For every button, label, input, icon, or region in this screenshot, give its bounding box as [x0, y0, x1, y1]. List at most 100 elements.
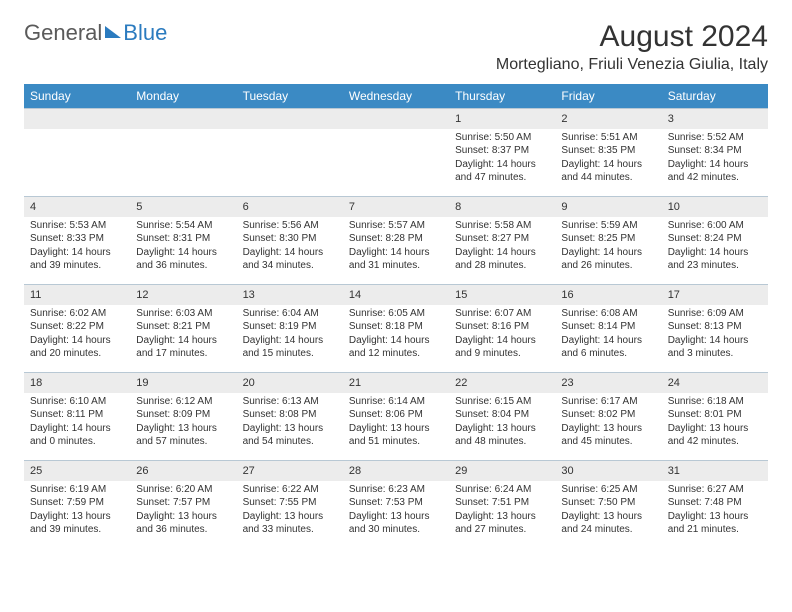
day-body: Sunrise: 6:23 AMSunset: 7:53 PMDaylight:…: [343, 481, 449, 541]
calendar-cell: 28Sunrise: 6:23 AMSunset: 7:53 PMDayligh…: [343, 460, 449, 548]
calendar-cell: 14Sunrise: 6:05 AMSunset: 8:18 PMDayligh…: [343, 284, 449, 372]
day-body: Sunrise: 6:13 AMSunset: 8:08 PMDaylight:…: [237, 393, 343, 453]
day-body: Sunrise: 6:15 AMSunset: 8:04 PMDaylight:…: [449, 393, 555, 453]
day-number-empty: [237, 108, 343, 129]
sunrise-line: Sunrise: 6:15 AM: [455, 395, 549, 409]
calendar-cell: 30Sunrise: 6:25 AMSunset: 7:50 PMDayligh…: [555, 460, 661, 548]
day-number: 9: [555, 196, 661, 217]
daylight-line: Daylight: 14 hours and 9 minutes.: [455, 334, 549, 361]
day-number: 25: [24, 460, 130, 481]
calendar-cell: 25Sunrise: 6:19 AMSunset: 7:59 PMDayligh…: [24, 460, 130, 548]
daylight-line: Daylight: 13 hours and 48 minutes.: [455, 422, 549, 449]
sunrise-line: Sunrise: 6:24 AM: [455, 483, 549, 497]
day-body: Sunrise: 6:14 AMSunset: 8:06 PMDaylight:…: [343, 393, 449, 453]
sunrise-line: Sunrise: 6:13 AM: [243, 395, 337, 409]
day-number: 5: [130, 196, 236, 217]
calendar-cell: 23Sunrise: 6:17 AMSunset: 8:02 PMDayligh…: [555, 372, 661, 460]
day-body: Sunrise: 6:19 AMSunset: 7:59 PMDaylight:…: [24, 481, 130, 541]
title-block: August 2024 Mortegliano, Friuli Venezia …: [496, 20, 768, 74]
daylight-line: Daylight: 13 hours and 33 minutes.: [243, 510, 337, 537]
calendar-cell: 6Sunrise: 5:56 AMSunset: 8:30 PMDaylight…: [237, 196, 343, 284]
day-number: 13: [237, 284, 343, 305]
daylight-line: Daylight: 13 hours and 21 minutes.: [668, 510, 762, 537]
calendar-cell: 29Sunrise: 6:24 AMSunset: 7:51 PMDayligh…: [449, 460, 555, 548]
day-body: Sunrise: 6:08 AMSunset: 8:14 PMDaylight:…: [555, 305, 661, 365]
calendar-week-row: 4Sunrise: 5:53 AMSunset: 8:33 PMDaylight…: [24, 196, 768, 284]
daylight-line: Daylight: 14 hours and 15 minutes.: [243, 334, 337, 361]
day-body: Sunrise: 6:17 AMSunset: 8:02 PMDaylight:…: [555, 393, 661, 453]
day-number: 4: [24, 196, 130, 217]
header: General Blue August 2024 Mortegliano, Fr…: [24, 20, 768, 74]
sunrise-line: Sunrise: 5:54 AM: [136, 219, 230, 233]
weekday-header: Saturday: [662, 84, 768, 108]
daylight-line: Daylight: 13 hours and 27 minutes.: [455, 510, 549, 537]
weekday-header: Tuesday: [237, 84, 343, 108]
weekday-header: Sunday: [24, 84, 130, 108]
sunset-line: Sunset: 8:27 PM: [455, 232, 549, 246]
daylight-line: Daylight: 13 hours and 30 minutes.: [349, 510, 443, 537]
day-body: Sunrise: 6:25 AMSunset: 7:50 PMDaylight:…: [555, 481, 661, 541]
sunrise-line: Sunrise: 5:50 AM: [455, 131, 549, 145]
sunset-line: Sunset: 8:01 PM: [668, 408, 762, 422]
calendar-cell: 26Sunrise: 6:20 AMSunset: 7:57 PMDayligh…: [130, 460, 236, 548]
sunrise-line: Sunrise: 6:14 AM: [349, 395, 443, 409]
daylight-line: Daylight: 14 hours and 34 minutes.: [243, 246, 337, 273]
sunrise-line: Sunrise: 6:07 AM: [455, 307, 549, 321]
sunset-line: Sunset: 8:16 PM: [455, 320, 549, 334]
calendar-cell: 11Sunrise: 6:02 AMSunset: 8:22 PMDayligh…: [24, 284, 130, 372]
day-number: 22: [449, 372, 555, 393]
weekday-header: Thursday: [449, 84, 555, 108]
calendar-cell: [24, 108, 130, 196]
day-body: Sunrise: 6:18 AMSunset: 8:01 PMDaylight:…: [662, 393, 768, 453]
sunset-line: Sunset: 7:53 PM: [349, 496, 443, 510]
sunrise-line: Sunrise: 6:17 AM: [561, 395, 655, 409]
weekday-header: Monday: [130, 84, 236, 108]
daylight-line: Daylight: 14 hours and 28 minutes.: [455, 246, 549, 273]
day-body: Sunrise: 6:10 AMSunset: 8:11 PMDaylight:…: [24, 393, 130, 453]
logo-triangle-icon: [105, 26, 121, 38]
calendar-cell: 4Sunrise: 5:53 AMSunset: 8:33 PMDaylight…: [24, 196, 130, 284]
day-body: Sunrise: 6:05 AMSunset: 8:18 PMDaylight:…: [343, 305, 449, 365]
location: Mortegliano, Friuli Venezia Giulia, Ital…: [496, 56, 768, 74]
daylight-line: Daylight: 14 hours and 36 minutes.: [136, 246, 230, 273]
sunset-line: Sunset: 8:34 PM: [668, 144, 762, 158]
calendar-week-row: 18Sunrise: 6:10 AMSunset: 8:11 PMDayligh…: [24, 372, 768, 460]
sunset-line: Sunset: 8:24 PM: [668, 232, 762, 246]
daylight-line: Daylight: 13 hours and 42 minutes.: [668, 422, 762, 449]
calendar-cell: [130, 108, 236, 196]
day-number: 14: [343, 284, 449, 305]
sunset-line: Sunset: 8:14 PM: [561, 320, 655, 334]
sunset-line: Sunset: 7:51 PM: [455, 496, 549, 510]
sunset-line: Sunset: 8:19 PM: [243, 320, 337, 334]
sunrise-line: Sunrise: 5:51 AM: [561, 131, 655, 145]
sunrise-line: Sunrise: 5:56 AM: [243, 219, 337, 233]
day-body: Sunrise: 5:53 AMSunset: 8:33 PMDaylight:…: [24, 217, 130, 277]
logo: General Blue: [24, 20, 167, 46]
calendar-cell: 1Sunrise: 5:50 AMSunset: 8:37 PMDaylight…: [449, 108, 555, 196]
day-body: Sunrise: 6:22 AMSunset: 7:55 PMDaylight:…: [237, 481, 343, 541]
sunset-line: Sunset: 8:09 PM: [136, 408, 230, 422]
weekday-header: Friday: [555, 84, 661, 108]
day-number: 12: [130, 284, 236, 305]
day-number: 11: [24, 284, 130, 305]
calendar-cell: 17Sunrise: 6:09 AMSunset: 8:13 PMDayligh…: [662, 284, 768, 372]
daylight-line: Daylight: 14 hours and 0 minutes.: [30, 422, 124, 449]
calendar-cell: 15Sunrise: 6:07 AMSunset: 8:16 PMDayligh…: [449, 284, 555, 372]
day-number: 2: [555, 108, 661, 129]
sunset-line: Sunset: 8:18 PM: [349, 320, 443, 334]
day-number: 19: [130, 372, 236, 393]
daylight-line: Daylight: 14 hours and 6 minutes.: [561, 334, 655, 361]
daylight-line: Daylight: 14 hours and 39 minutes.: [30, 246, 124, 273]
sunrise-line: Sunrise: 6:09 AM: [668, 307, 762, 321]
day-number-empty: [24, 108, 130, 129]
daylight-line: Daylight: 13 hours and 54 minutes.: [243, 422, 337, 449]
sunset-line: Sunset: 8:37 PM: [455, 144, 549, 158]
calendar-cell: 8Sunrise: 5:58 AMSunset: 8:27 PMDaylight…: [449, 196, 555, 284]
sunset-line: Sunset: 8:31 PM: [136, 232, 230, 246]
logo-text-blue: Blue: [123, 20, 167, 46]
daylight-line: Daylight: 14 hours and 42 minutes.: [668, 158, 762, 185]
calendar-cell: [237, 108, 343, 196]
calendar-cell: [343, 108, 449, 196]
day-body: Sunrise: 5:51 AMSunset: 8:35 PMDaylight:…: [555, 129, 661, 189]
calendar-cell: 18Sunrise: 6:10 AMSunset: 8:11 PMDayligh…: [24, 372, 130, 460]
